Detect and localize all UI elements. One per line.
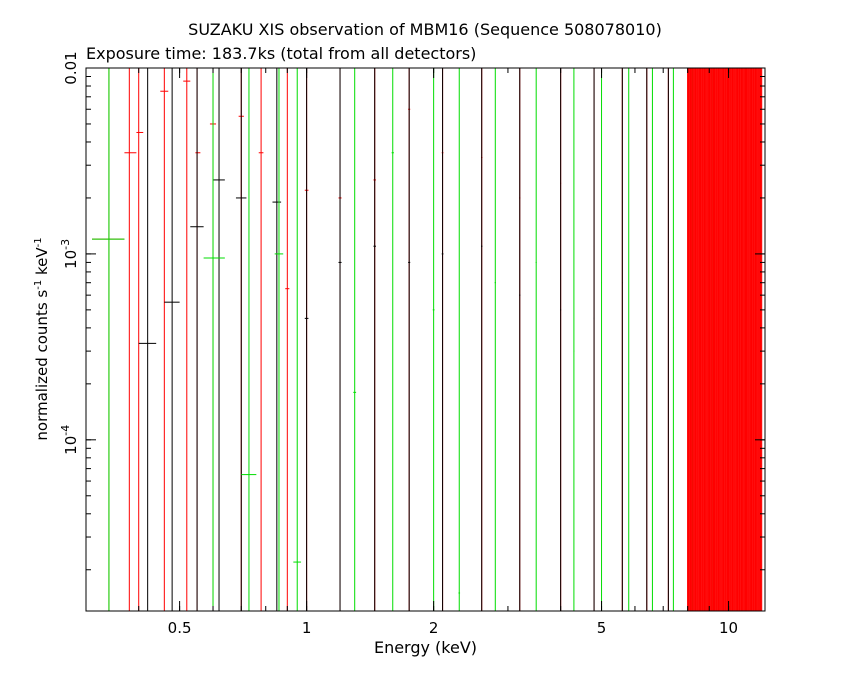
data-point	[190, 68, 204, 611]
data-point	[353, 68, 357, 611]
y-axis-label: normalized counts s-1 keV-1	[33, 237, 51, 440]
data-point	[195, 68, 201, 611]
data-point	[519, 68, 521, 611]
data-points-layer	[92, 68, 763, 611]
data-point	[481, 68, 483, 611]
data-point	[391, 68, 394, 611]
data-point	[646, 68, 648, 611]
data-point	[601, 68, 603, 611]
series-0	[92, 68, 747, 611]
x-tick-label: 1	[302, 619, 312, 637]
data-point	[258, 68, 264, 611]
data-point	[213, 68, 225, 611]
x-tick-label: 5	[597, 619, 607, 637]
data-point	[408, 68, 411, 611]
data-point	[338, 68, 342, 611]
data-point	[432, 68, 435, 611]
series-1	[138, 68, 669, 611]
x-axis-label: Energy (keV)	[373, 638, 478, 657]
data-point	[441, 68, 444, 611]
data-point	[560, 68, 562, 611]
data-point	[203, 68, 225, 611]
chart-title: SUZAKU XIS observation of MBM16 (Sequenc…	[188, 20, 662, 39]
data-point	[494, 68, 496, 611]
y-axis-label-exp2: -1	[33, 237, 44, 248]
data-point	[293, 68, 302, 611]
y-axis-label-exp1: -1	[33, 279, 44, 290]
chart-subtitle: Exposure time: 183.7ks (total from all d…	[86, 44, 477, 63]
data-point	[92, 68, 125, 611]
y-axis-label-unit: keV	[33, 247, 51, 280]
data-point	[304, 68, 309, 611]
data-point	[628, 68, 630, 611]
axis-ticks-layer: 0.5 1 2 5 10 10-4 10-3 0.01	[59, 51, 765, 637]
x-tick-label: 10	[719, 619, 738, 637]
data-point	[373, 68, 376, 611]
data-point	[241, 68, 257, 611]
data-point	[573, 68, 575, 611]
data-point	[235, 68, 247, 611]
y-tick-label: 10-3	[59, 239, 80, 269]
data-point	[124, 68, 137, 611]
y-tick-label: 10-4	[59, 425, 80, 455]
data-point	[651, 68, 653, 611]
y-tick-exponent: -3	[59, 239, 72, 250]
x-tick-label: 0.5	[168, 619, 192, 637]
data-point	[593, 68, 595, 611]
data-point	[274, 68, 284, 611]
data-point	[272, 68, 282, 611]
data-point	[535, 68, 537, 611]
x-tick-label: 2	[429, 619, 439, 637]
data-point	[458, 68, 461, 611]
y-tick-label: 0.01	[62, 51, 80, 84]
data-point	[160, 68, 169, 611]
data-point	[164, 68, 180, 611]
data-point	[136, 68, 144, 611]
y-tick-exponent: -4	[59, 425, 72, 436]
data-point	[183, 68, 191, 611]
data-point	[138, 68, 157, 611]
y-axis-label-text: normalized counts s	[33, 289, 51, 441]
data-point	[285, 68, 290, 611]
data-point	[92, 68, 125, 611]
high-energy-band	[687, 68, 763, 611]
series-2	[92, 68, 739, 611]
plot-frame	[85, 67, 766, 612]
data-point	[667, 68, 669, 611]
data-point	[621, 68, 623, 611]
